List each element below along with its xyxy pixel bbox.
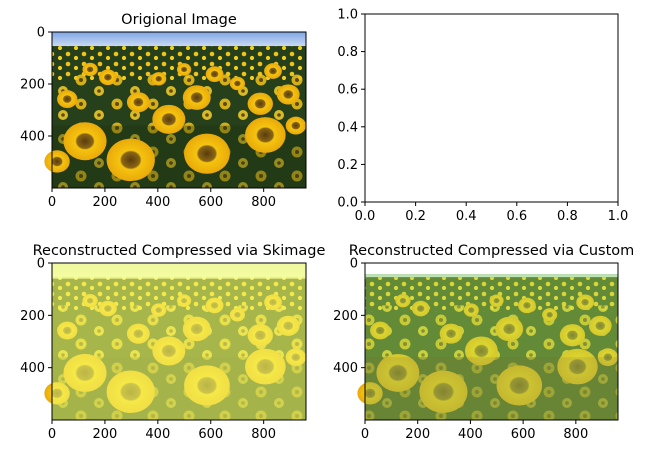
x-tick-label: 600	[198, 427, 223, 442]
y-tick-label: 0.8	[337, 45, 358, 60]
x-tick-label: 0.4	[456, 209, 477, 224]
x-tick-label: 800	[251, 195, 276, 210]
image-sunflower	[176, 63, 192, 76]
x-tick-label: 0.2	[405, 209, 426, 224]
subplot-title: Reconstructed Compressed via Custom	[349, 243, 635, 259]
y-tick-label: 400	[20, 361, 45, 376]
image-sunflower	[597, 348, 618, 367]
x-tick-label: 200	[405, 427, 430, 442]
y-tick-label: 400	[333, 361, 358, 376]
y-tick-label: 0.2	[337, 158, 358, 173]
image-tint-bottom	[365, 357, 618, 420]
image-sunflower	[126, 92, 150, 113]
image-sunflower	[247, 92, 273, 115]
image-sunflower	[370, 321, 391, 340]
y-tick-label: 0	[37, 257, 45, 272]
image-sunflower	[464, 336, 498, 366]
image-sunflower	[557, 348, 598, 385]
axes-frame	[364, 13, 619, 203]
image-sunflower	[57, 90, 78, 109]
x-tick-label: 400	[458, 427, 483, 442]
y-tick-label: 200	[20, 78, 45, 93]
x-tick-label: 0	[361, 427, 369, 442]
x-tick-label: 400	[145, 427, 170, 442]
image-sunflower	[182, 85, 211, 110]
x-tick-label: 600	[511, 427, 536, 442]
x-tick-label: 0.6	[506, 209, 527, 224]
axes-frame	[364, 262, 619, 421]
image-sunflower	[496, 365, 543, 406]
x-tick-label: 600	[198, 195, 223, 210]
image-sunflower	[559, 324, 586, 347]
image-sunflower	[518, 297, 536, 314]
image-tint	[52, 263, 306, 420]
image-sunflower	[439, 323, 463, 344]
image-sunflower	[357, 382, 383, 405]
y-tick-label: 0.0	[337, 196, 358, 211]
image-sunflower	[419, 370, 468, 413]
image-sunflower	[184, 133, 230, 174]
image-tint	[365, 273, 618, 420]
axes-frame	[51, 31, 307, 189]
image-tint-sky	[52, 263, 306, 279]
x-tick-label: 800	[563, 427, 588, 442]
image-sunflower	[264, 63, 282, 79]
image-sunflower	[82, 62, 98, 77]
image-sunflower	[285, 116, 306, 135]
image-sunflower	[151, 72, 167, 86]
image-sunflower	[411, 300, 430, 317]
y-tick-label: 200	[333, 309, 358, 324]
image-sunflower	[276, 84, 300, 105]
y-tick-label: 0	[37, 26, 45, 41]
x-tick-label: 0	[48, 427, 56, 442]
y-tick-label: 0	[350, 257, 358, 272]
image-sunflower	[395, 294, 411, 308]
image-sunflower	[463, 303, 479, 317]
subplot-title: Origional Image	[121, 12, 237, 28]
y-tick-label: 200	[20, 309, 45, 324]
y-tick-label: 0.6	[337, 83, 358, 98]
image-sunflower	[63, 122, 107, 161]
image-sunflower	[376, 353, 420, 392]
x-tick-label: 200	[93, 427, 118, 442]
image-sunflower	[245, 117, 286, 153]
y-tick-label: 0.4	[337, 120, 358, 135]
x-tick-label: 0.8	[557, 209, 578, 224]
image-sunflower	[489, 294, 504, 307]
y-tick-label: 1.0	[337, 8, 358, 23]
x-tick-label: 0	[48, 195, 56, 210]
image-sunflower	[495, 316, 524, 342]
axes-frame	[51, 262, 307, 421]
subplot-1: Origional Image 0 200 400 600 800 0 200 400	[20, 12, 307, 210]
image-sunflower	[152, 104, 186, 134]
x-tick-label: 800	[251, 427, 276, 442]
image-sky	[52, 32, 306, 47]
x-tick-label: 0.0	[355, 209, 376, 224]
image-sunflower	[576, 294, 594, 311]
image-tint-sky	[365, 263, 618, 274]
image-sunflower	[229, 76, 246, 91]
subplot-title: Reconstructed Compressed via Skimage	[33, 243, 326, 259]
x-tick-label: 1.0	[608, 209, 629, 224]
image-sunflower	[205, 66, 224, 82]
x-tick-label: 400	[145, 195, 170, 210]
image-sunflower	[588, 315, 612, 336]
x-tick-label: 200	[93, 195, 118, 210]
image-sunflower	[44, 150, 70, 173]
image-sunflower	[98, 69, 117, 86]
image-sunflower	[542, 308, 558, 322]
image-sunflower	[106, 138, 155, 182]
subplot-2: 0.0 0.2 0.4 0.6 0.8 1.0 0.0 0.2 0.4 0.6 0.8 1.0	[337, 8, 628, 225]
y-tick-label: 400	[20, 130, 45, 145]
